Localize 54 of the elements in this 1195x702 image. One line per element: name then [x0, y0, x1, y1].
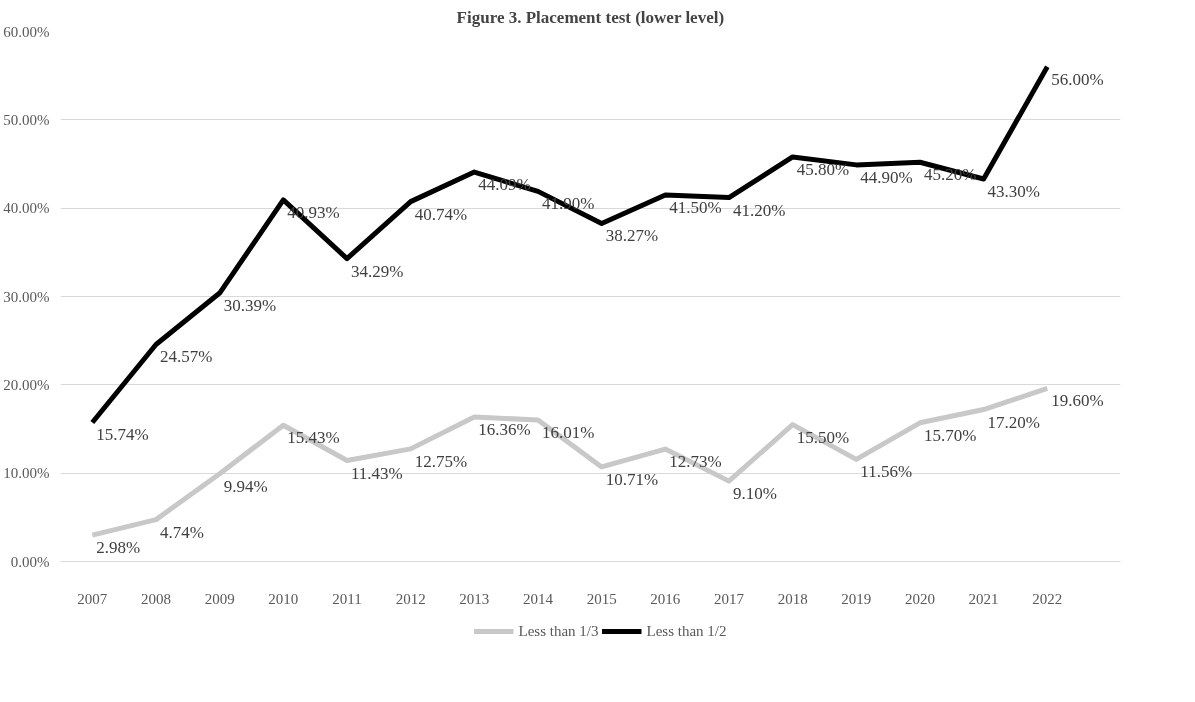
- data-label: 45.80%: [796, 159, 850, 179]
- data-label: 43.30%: [987, 182, 1041, 202]
- data-label: 15.74%: [96, 425, 149, 445]
- data-label: 16.36%: [478, 419, 531, 439]
- y-tick-label: 30.00%: [3, 288, 50, 305]
- x-tick-label: 2020: [904, 590, 935, 607]
- data-label: 9.10%: [732, 484, 777, 504]
- x-tick-label: 2018: [777, 590, 808, 607]
- legend-label: Less than 1/2: [646, 622, 727, 640]
- data-label: 19.60%: [1051, 391, 1104, 411]
- y-tick-label: 40.00%: [3, 200, 50, 217]
- y-tick-label: 0.00%: [10, 553, 50, 570]
- data-label: 11.56%: [860, 462, 913, 482]
- data-label: 40.74%: [414, 204, 468, 224]
- x-tick-label: 2021: [968, 590, 999, 607]
- data-label: 4.74%: [160, 522, 204, 542]
- data-label: 11.43%: [350, 463, 403, 483]
- data-label: 30.39%: [223, 296, 277, 316]
- data-label: 9.94%: [223, 476, 268, 496]
- x-tick-label: 2012: [395, 590, 426, 607]
- x-tick-label: 2013: [459, 590, 490, 607]
- y-tick-label: 60.00%: [3, 23, 50, 40]
- data-label: 24.57%: [160, 347, 213, 367]
- y-tick-label: 20.00%: [3, 376, 50, 393]
- x-tick-label: 2007: [77, 590, 108, 607]
- x-tick-label: 2011: [332, 590, 362, 607]
- data-label: 10.71%: [605, 469, 659, 489]
- x-tick-label: 2010: [268, 590, 299, 607]
- data-label: 15.70%: [923, 425, 977, 445]
- y-tick-label: 10.00%: [3, 465, 50, 482]
- data-label: 15.50%: [796, 427, 850, 447]
- data-label: 44.90%: [860, 167, 913, 187]
- data-label: 15.43%: [287, 428, 340, 448]
- x-tick-label: 2016: [650, 590, 681, 607]
- x-tick-label: 2019: [841, 590, 872, 607]
- legend-label: Less than 1/3: [518, 622, 599, 640]
- data-label: 38.27%: [605, 226, 659, 246]
- x-tick-label: 2015: [586, 590, 617, 607]
- data-label: 2.98%: [96, 538, 141, 558]
- data-label: 41.20%: [732, 200, 786, 220]
- x-tick-label: 2008: [141, 590, 171, 607]
- data-label: 56.00%: [1051, 69, 1104, 89]
- chart-title: Figure 3. Placement test (lower level): [456, 7, 725, 27]
- y-tick-label: 50.00%: [3, 111, 50, 128]
- data-label: 17.20%: [987, 412, 1041, 432]
- x-tick-label: 2009: [204, 590, 235, 607]
- x-tick-label: 2022: [1032, 590, 1063, 607]
- x-tick-label: 2017: [713, 590, 745, 607]
- data-label: 12.73%: [669, 452, 722, 472]
- data-label: 34.29%: [350, 261, 404, 281]
- x-tick-label: 2014: [522, 590, 554, 607]
- data-label: 12.75%: [414, 451, 468, 471]
- data-label: 41.50%: [669, 197, 722, 217]
- data-label: 16.01%: [541, 423, 595, 443]
